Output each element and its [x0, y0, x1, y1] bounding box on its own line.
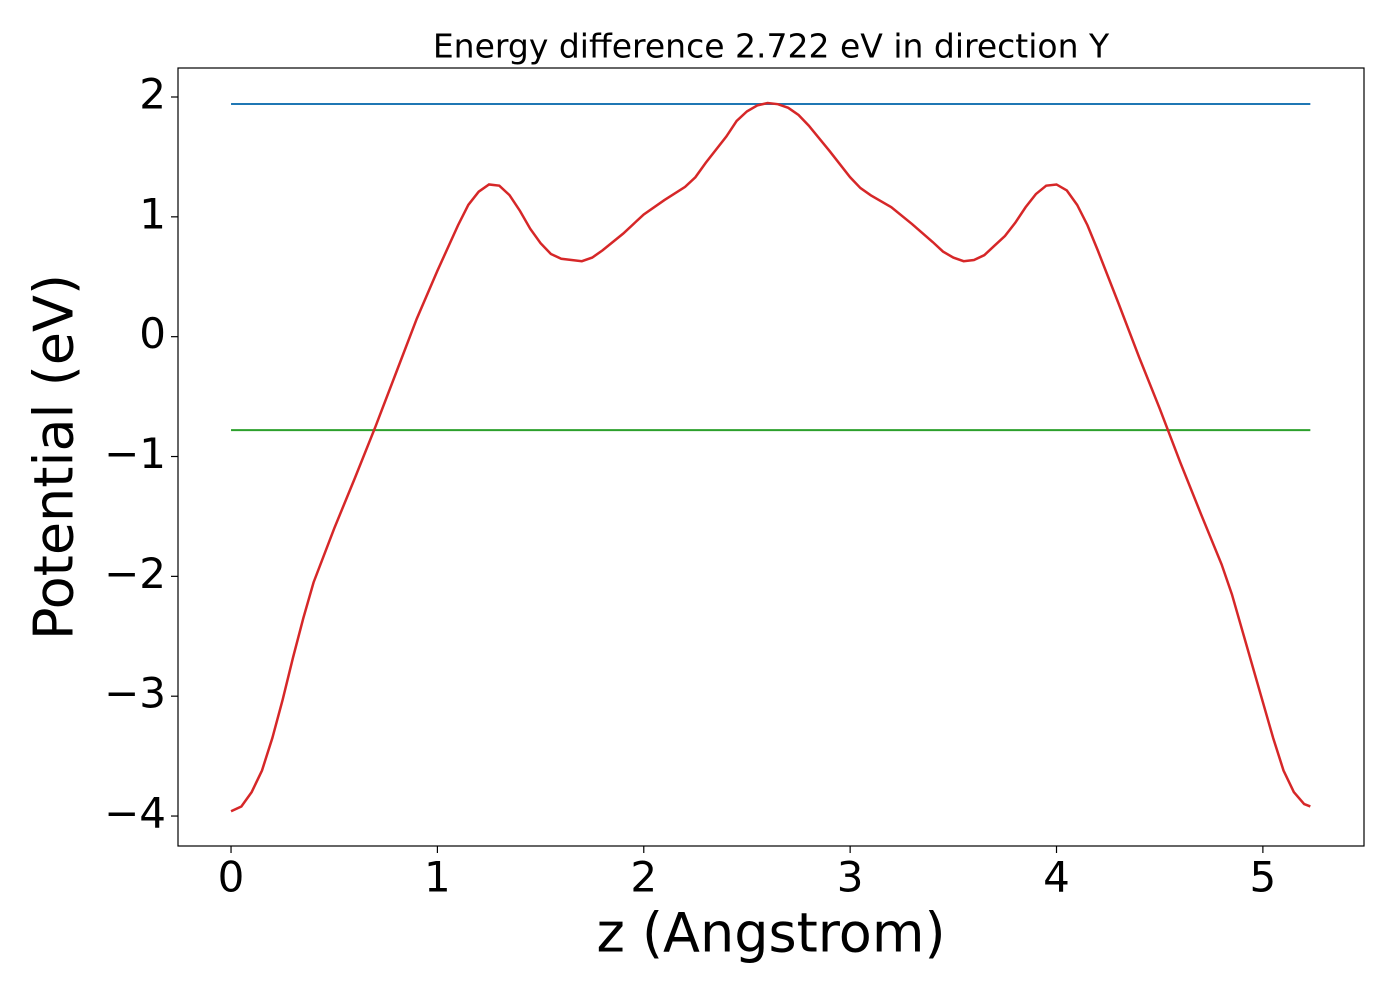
y-tick-label: 2: [139, 70, 166, 119]
x-tick-label: 1: [424, 853, 451, 902]
y-tick-label: 0: [139, 309, 166, 358]
x-tick-label: 2: [630, 853, 657, 902]
y-tick-label: −2: [104, 549, 166, 598]
y-tick-label: −1: [104, 429, 166, 478]
x-tick-label: 4: [1043, 853, 1070, 902]
x-axis-label: z (Angstrom): [596, 902, 945, 965]
y-axis-label: Potential (eV): [23, 274, 86, 640]
x-tick-label: 5: [1250, 853, 1277, 902]
line-series: [230, 101, 1311, 813]
chart-title: Energy difference 2.722 eV in direction …: [433, 27, 1110, 66]
y-tick-label: −4: [104, 789, 166, 838]
y-tick-label: −3: [104, 669, 166, 718]
plot-frame: [177, 67, 1365, 847]
y-tick-label: 1: [139, 189, 166, 238]
x-tick-label: 3: [837, 853, 864, 902]
x-tick-label: 0: [218, 853, 245, 902]
